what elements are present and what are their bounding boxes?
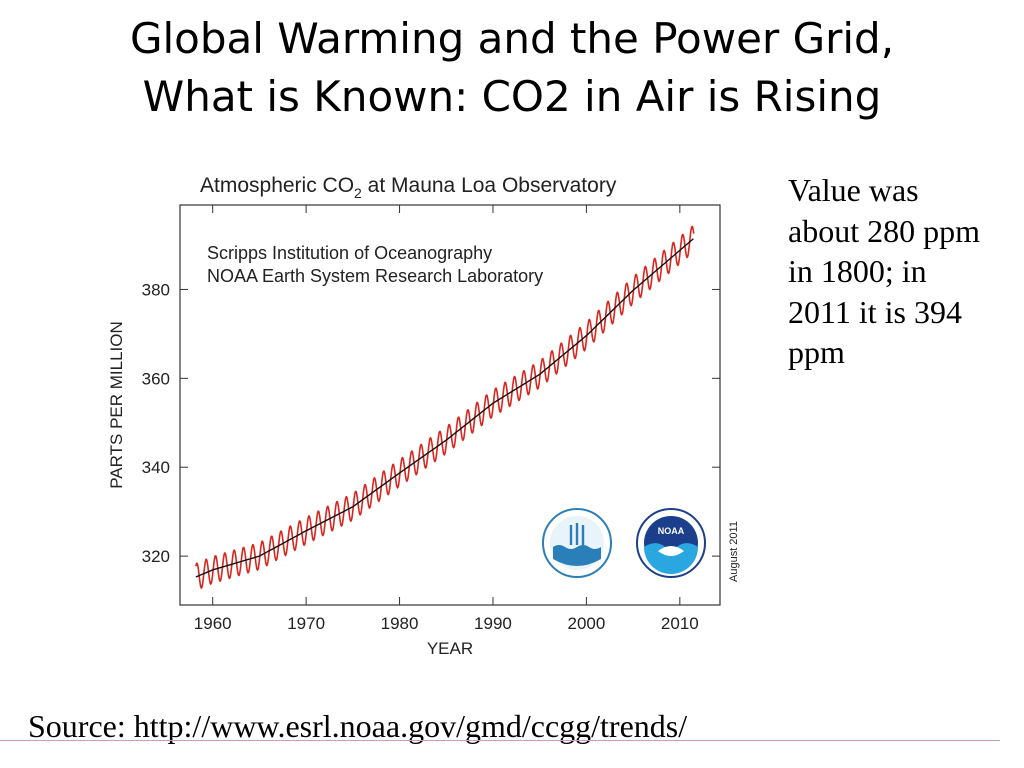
slide-title: Global Warming and the Power Grid, What …	[40, 10, 984, 126]
credit-line-1: Scripps Institution of Oceanography	[207, 243, 492, 263]
scripps-ucsd-logo	[542, 508, 612, 578]
note-text: Value was about 280 ppm in 1800; in 2011…	[788, 172, 980, 370]
y-axis: 320 340 360 380	[142, 280, 720, 566]
svg-text:NOAA: NOAA	[658, 526, 685, 536]
title-line-2: What is Known: CO2 in Air is Rising	[142, 72, 882, 121]
noaa-logo: NOAA	[636, 508, 706, 578]
x-axis: 1960 1970 1980 1990 2000 2010	[194, 205, 699, 633]
date-stamp: August 2011	[728, 521, 740, 582]
series-monthly-line	[195, 225, 695, 590]
credit-line-2: NOAA Earth System Research Laboratory	[207, 266, 543, 286]
y-axis-label: PARTS PER MILLION	[107, 321, 126, 489]
x-tick-label: 1980	[381, 614, 419, 633]
source-citation: Source: http://www.esrl.noaa.gov/gmd/ccg…	[28, 708, 688, 744]
y-tick-label: 340	[142, 458, 170, 477]
y-tick-label: 360	[142, 369, 170, 388]
x-tick-label: 2000	[567, 614, 605, 633]
x-tick-label: 1970	[287, 614, 325, 633]
title-line-1: Global Warming and the Power Grid,	[129, 14, 895, 63]
x-tick-label: 1960	[194, 614, 232, 633]
footer-divider	[0, 740, 1000, 741]
chart-title: Atmospheric CO2 at Mauna Loa Observatory	[200, 174, 617, 201]
x-axis-label: YEAR	[427, 639, 473, 658]
y-tick-label: 320	[142, 547, 170, 566]
x-tick-label: 2010	[661, 614, 699, 633]
y-tick-label: 380	[142, 280, 170, 299]
x-tick-label: 1990	[474, 614, 512, 633]
series-trend-line	[195, 238, 694, 578]
co2-chart: Atmospheric CO2 at Mauna Loa Observatory…	[107, 174, 740, 658]
